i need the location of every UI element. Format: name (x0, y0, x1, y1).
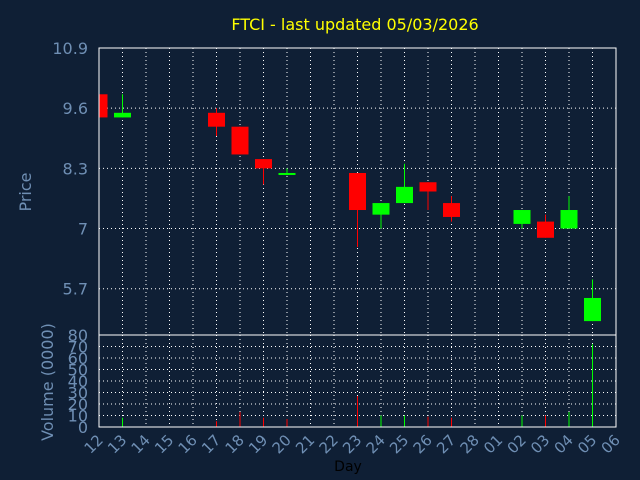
chart-title: FTCI - last updated 05/03/2026 (231, 15, 478, 34)
x-tick-label: 19 (245, 431, 271, 457)
volume-tick-label: 80 (68, 326, 88, 345)
price-tick-label: 9.6 (63, 99, 88, 118)
candle-body (560, 210, 578, 229)
candle-body (114, 112, 131, 118)
volume-tick-label: 30 (68, 384, 88, 403)
volume-tick-label: 0 (78, 418, 88, 437)
x-tick-label: 18 (222, 431, 248, 457)
candle-body (231, 126, 249, 155)
candle-body (537, 221, 554, 238)
x-tick-label: 17 (198, 431, 224, 457)
candle-body (419, 182, 437, 192)
volume-tick-label: 70 (68, 338, 88, 357)
x-tick-label: 05 (574, 431, 600, 457)
candle-body (208, 112, 225, 127)
x-tick-label: 23 (339, 431, 365, 457)
price-axis-label: Price (16, 172, 35, 211)
candle-body (513, 210, 531, 224)
candle-body (278, 172, 296, 175)
volume-tick-label: 50 (68, 361, 88, 380)
x-tick-label: 24 (363, 431, 389, 457)
price-candles (98, 94, 601, 322)
axis-labels: 10.99.68.375.780706050403020100121314151… (52, 39, 623, 457)
x-tick-label: 03 (527, 431, 553, 457)
price-tick-label: 7 (78, 220, 88, 239)
candle-body (443, 203, 460, 217)
price-tick-label: 10.9 (52, 39, 88, 58)
x-tick-label: 13 (104, 431, 130, 457)
x-tick-label: 28 (457, 431, 483, 457)
price-tick-label: 8.3 (63, 159, 88, 178)
volume-tick-label: 60 (68, 349, 88, 368)
volume-tick-label: 20 (68, 395, 88, 414)
candle-body (372, 203, 390, 215)
candle-body (584, 297, 601, 322)
x-tick-label: 01 (480, 431, 506, 457)
candle-body (349, 172, 366, 211)
volume-axis-label: Volume (0000) (38, 323, 57, 441)
volume-plot-frame (98, 334, 617, 428)
x-tick-label: 27 (433, 431, 459, 457)
candle-body (99, 94, 108, 118)
x-tick-label: 06 (598, 431, 624, 457)
x-tick-label: 26 (410, 431, 436, 457)
volume-bars (122, 344, 593, 427)
x-tick-label: 04 (551, 431, 577, 457)
price-tick-label: 5.7 (63, 280, 88, 299)
volume-tick-label: 10 (68, 407, 88, 426)
candle-body (396, 186, 413, 204)
x-tick-label: 15 (151, 431, 177, 457)
x-tick-label: 14 (128, 431, 154, 457)
x-tick-label: 21 (292, 431, 318, 457)
x-tick-label: 16 (175, 431, 201, 457)
x-tick-label: 25 (386, 431, 412, 457)
x-tick-label: 22 (316, 431, 342, 457)
x-tick-label: 20 (269, 431, 295, 457)
x-tick-label: 02 (504, 431, 530, 457)
candle-body (255, 159, 272, 169)
x-axis-label: Day (334, 459, 362, 475)
volume-tick-label: 40 (68, 372, 88, 391)
